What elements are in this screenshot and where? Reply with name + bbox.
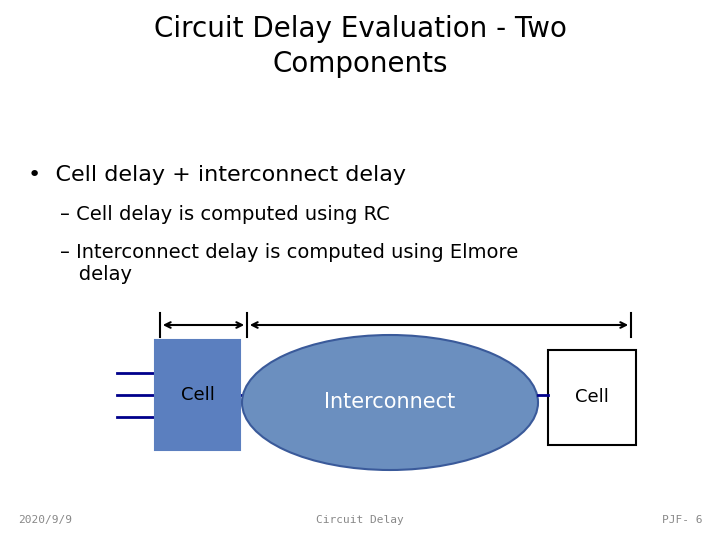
Text: Circuit Delay: Circuit Delay [316, 515, 404, 525]
FancyBboxPatch shape [155, 340, 240, 450]
Text: Interconnect: Interconnect [325, 393, 456, 413]
FancyBboxPatch shape [548, 350, 636, 445]
Ellipse shape [242, 335, 538, 470]
Text: Cell: Cell [181, 386, 215, 404]
Text: – Interconnect delay is computed using Elmore
   delay: – Interconnect delay is computed using E… [60, 243, 518, 284]
Text: •  Cell delay + interconnect delay: • Cell delay + interconnect delay [28, 165, 406, 185]
Text: PJF- 6: PJF- 6 [662, 515, 702, 525]
Text: – Cell delay is computed using RC: – Cell delay is computed using RC [60, 205, 390, 224]
Text: 2020/9/9: 2020/9/9 [18, 515, 72, 525]
Text: Circuit Delay Evaluation - Two
Components: Circuit Delay Evaluation - Two Component… [153, 15, 567, 78]
Text: Cell: Cell [575, 388, 609, 407]
